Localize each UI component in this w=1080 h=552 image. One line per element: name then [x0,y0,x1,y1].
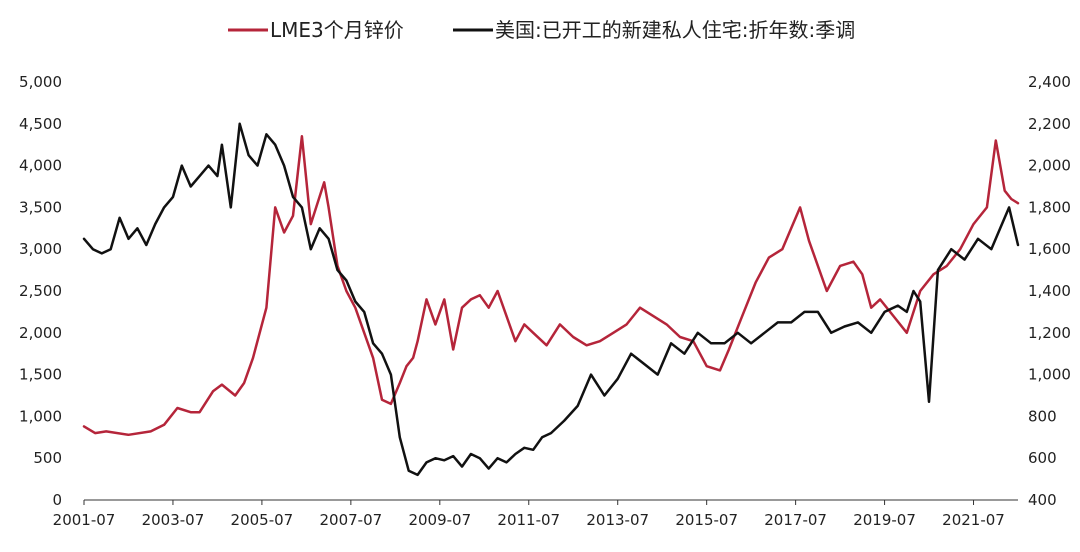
x-tick-label: 2013-07 [586,511,649,529]
left-y-tick-label: 1,000 [19,407,62,425]
right-y-tick-label: 1,200 [1028,324,1071,342]
x-axis-ticks: 2001-07 2003-07 2005-07 2007-07 2009-07 2011-… [53,500,1005,529]
x-tick-label: 2009-07 [408,511,471,529]
x-tick-label: 2021-07 [942,511,1005,529]
left-y-tick-label: 3,000 [19,240,62,258]
left-y-tick-label: 500 [33,449,62,467]
legend-label-housing-starts: 美国:已开工的新建私人住宅:折年数:季调 [495,18,855,42]
left-y-tick-label: 2,000 [19,324,62,342]
left-y-tick-label: 1,500 [19,366,62,384]
x-tick-label: 2015-07 [675,511,738,529]
left-y-tick-label: 4,500 [19,115,62,133]
right-y-tick-label: 2,400 [1028,73,1071,91]
right-y-tick-label: 2,200 [1028,115,1071,133]
left-y-tick-label: 4,000 [19,157,62,175]
right-y-tick-label: 800 [1028,407,1057,425]
left-y-axis-ticks: 0 500 1,000 1,500 2,000 2,500 3,000 3,500 4,000 4… [19,73,62,509]
right-y-tick-label: 600 [1028,449,1057,467]
left-y-tick-label: 0 [52,491,62,509]
right-y-tick-label: 1,800 [1028,198,1071,216]
right-y-tick-label: 1,000 [1028,366,1071,384]
x-tick-label: 2003-07 [142,511,205,529]
series-line-zinc [82,135,1020,437]
left-y-tick-label: 2,500 [19,282,62,300]
right-y-tick-label: 2,000 [1028,157,1071,175]
x-tick-label: 2007-07 [320,511,383,529]
right-y-tick-label: 1,400 [1028,282,1071,300]
right-y-tick-label: 1,600 [1028,240,1071,258]
left-y-tick-label: 5,000 [19,73,62,91]
left-y-tick-label: 3,500 [19,198,62,216]
x-tick-label: 2011-07 [497,511,560,529]
x-tick-label: 2001-07 [53,511,116,529]
x-tick-label: 2017-07 [764,511,827,529]
right-y-axis-ticks: 400 600 800 1,000 1,200 1,400 1,600 1,800 2,000 2… [1028,73,1071,509]
x-tick-label: 2005-07 [231,511,294,529]
right-y-tick-label: 400 [1028,491,1057,509]
series-line-housing-starts [82,122,1020,477]
x-tick-label: 2019-07 [853,511,916,529]
series-layer [82,122,1020,477]
legend-label-zinc: LME3个月锌价 [270,18,404,42]
chart-legend: LME3个月锌价 美国:已开工的新建私人住宅:折年数:季调 [228,18,855,42]
